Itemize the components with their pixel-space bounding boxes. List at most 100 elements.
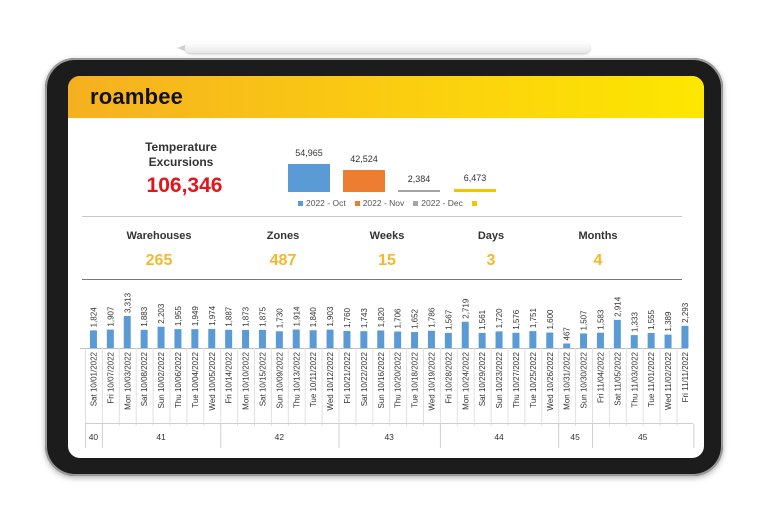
bar-value-label: 1,652	[411, 308, 420, 329]
daily-bar	[275, 331, 283, 348]
bar-value-label: 1,743	[360, 308, 369, 329]
month-bar-value: 2,384	[407, 174, 431, 184]
date-tick-label: Sun 10/16/2022	[377, 351, 386, 408]
bar-value-label: 2,719	[461, 298, 470, 319]
stat-value-zones: 487	[269, 252, 297, 269]
legend-item: 2022 - Dec	[413, 198, 463, 208]
daily-bar	[647, 332, 655, 348]
bar-value-label: 1,333	[630, 312, 639, 333]
week-label: 44	[494, 432, 504, 442]
date-tick-label: Thu 10/20/2022	[394, 351, 403, 408]
bar-value-label: 2,293	[681, 302, 690, 323]
daily-bar	[495, 331, 503, 348]
date-tick-label: Fri 10/14/2022	[225, 351, 234, 403]
divider-bottom	[82, 279, 682, 280]
week-label: 41	[156, 432, 166, 442]
month-bar	[288, 164, 330, 192]
date-tick-label: Fri 11/11/2022	[681, 351, 690, 402]
date-tick-label: Sat 10/22/2022	[360, 351, 369, 406]
stat-label-zones: Zones	[266, 230, 300, 242]
week-label: 43	[384, 432, 394, 442]
bar-value-label: 1,875	[258, 306, 267, 327]
date-tick-label: Sun 10/09/2022	[275, 351, 284, 408]
date-tick-label: Sat 10/08/2022	[140, 351, 149, 406]
date-tick-label: Mon 10/10/2022	[242, 351, 251, 409]
daily-bar	[174, 329, 182, 348]
daily-bar	[478, 332, 486, 348]
daily-bar	[546, 332, 554, 348]
bar-value-label: 1,555	[647, 309, 656, 330]
daily-bar	[563, 343, 571, 348]
daily-excursions-chart: 1,824 Sat 10/01/2022 1,907 Fri 10/07/2022 3,…	[80, 292, 695, 448]
kpi-value: 106,346	[146, 174, 223, 197]
legend-swatch-icon	[471, 201, 477, 207]
daily-bar	[292, 329, 300, 348]
date-tick-label: Sun 10/23/2022	[495, 351, 504, 408]
bar-value-label: 2,203	[157, 303, 166, 324]
bar-value-label: 1,974	[208, 305, 217, 326]
bar-value-label: 1,720	[495, 308, 504, 329]
bar-value-label: 1,949	[191, 306, 200, 327]
date-tick-label: Tue 10/11/2022	[309, 351, 318, 407]
date-tick-label: Thu 10/13/2022	[292, 351, 301, 408]
legend-item	[471, 198, 480, 208]
bar-value-label: 1,760	[343, 307, 352, 328]
bar-value-label: 1,507	[580, 310, 589, 331]
date-tick-label: Wed 10/05/2022	[208, 351, 217, 410]
date-tick-label: Tue 10/18/2022	[411, 351, 420, 407]
date-tick-label: Wed 11/02/2022	[664, 351, 673, 410]
date-tick-label: Sun 10/02/2022	[157, 351, 166, 408]
header-bar: roambee	[68, 76, 704, 118]
legend-swatch-icon	[354, 201, 360, 207]
bar-value-label: 1,955	[174, 306, 183, 327]
bar-value-label: 1,561	[478, 309, 487, 330]
stat-value-days: 3	[486, 252, 496, 269]
bar-value-label: 1,914	[292, 306, 301, 327]
date-tick-label: Fri 10/07/2022	[106, 351, 115, 403]
date-tick-label: Thu 10/27/2022	[512, 351, 521, 408]
daily-bar	[529, 331, 537, 348]
date-tick-label: Sat 10/29/2022	[478, 351, 487, 406]
stylus-pencil	[177, 42, 590, 53]
daily-bar	[580, 333, 588, 348]
date-tick-label: Fri 10/21/2022	[343, 351, 352, 403]
bar-value-label: 3,313	[123, 292, 132, 313]
week-label: 45	[638, 432, 648, 442]
daily-bar	[377, 330, 385, 348]
date-tick-label: Thu 10/06/2022	[174, 351, 183, 408]
week-label: 45	[570, 432, 580, 442]
daily-bar	[596, 332, 604, 348]
legend-label: 2022 - Nov	[362, 198, 405, 208]
date-tick-label: Sat 10/01/2022	[89, 351, 98, 406]
stat-value-months: 4	[593, 252, 603, 269]
bar-value-label: 1,706	[394, 308, 403, 329]
bar-value-label: 1,903	[326, 306, 335, 327]
daily-bar	[208, 328, 216, 348]
bar-value-label: 1,576	[512, 309, 521, 330]
bar-value-label: 1,389	[664, 311, 673, 332]
bar-value-label: 467	[563, 327, 572, 341]
divider-top	[82, 216, 682, 217]
date-tick-label: Mon 10/03/2022	[123, 351, 132, 409]
daily-bar	[89, 330, 97, 348]
daily-bar	[681, 325, 689, 348]
date-tick-label: Mon 10/24/2022	[461, 351, 470, 409]
bar-value-label: 1,824	[89, 307, 98, 328]
bar-value-label: 1,786	[427, 307, 436, 328]
daily-bar	[123, 316, 131, 348]
daily-bar	[106, 329, 114, 348]
daily-bar	[613, 319, 621, 348]
bar-value-label: 1,730	[275, 308, 284, 329]
daily-bar	[191, 329, 199, 348]
date-tick-label: Wed 10/19/2022	[427, 351, 436, 410]
week-label: 40	[89, 432, 99, 442]
date-tick-label: Fri 10/28/2022	[444, 351, 453, 403]
week-label: 42	[275, 432, 285, 442]
month-bar	[398, 190, 440, 192]
daily-bar	[360, 331, 368, 348]
daily-bar	[394, 331, 402, 348]
date-tick-label: Tue 10/25/2022	[529, 351, 538, 407]
daily-bar	[444, 332, 452, 348]
daily-bar	[140, 329, 148, 348]
legend-label: 2022 - Oct	[306, 198, 346, 208]
